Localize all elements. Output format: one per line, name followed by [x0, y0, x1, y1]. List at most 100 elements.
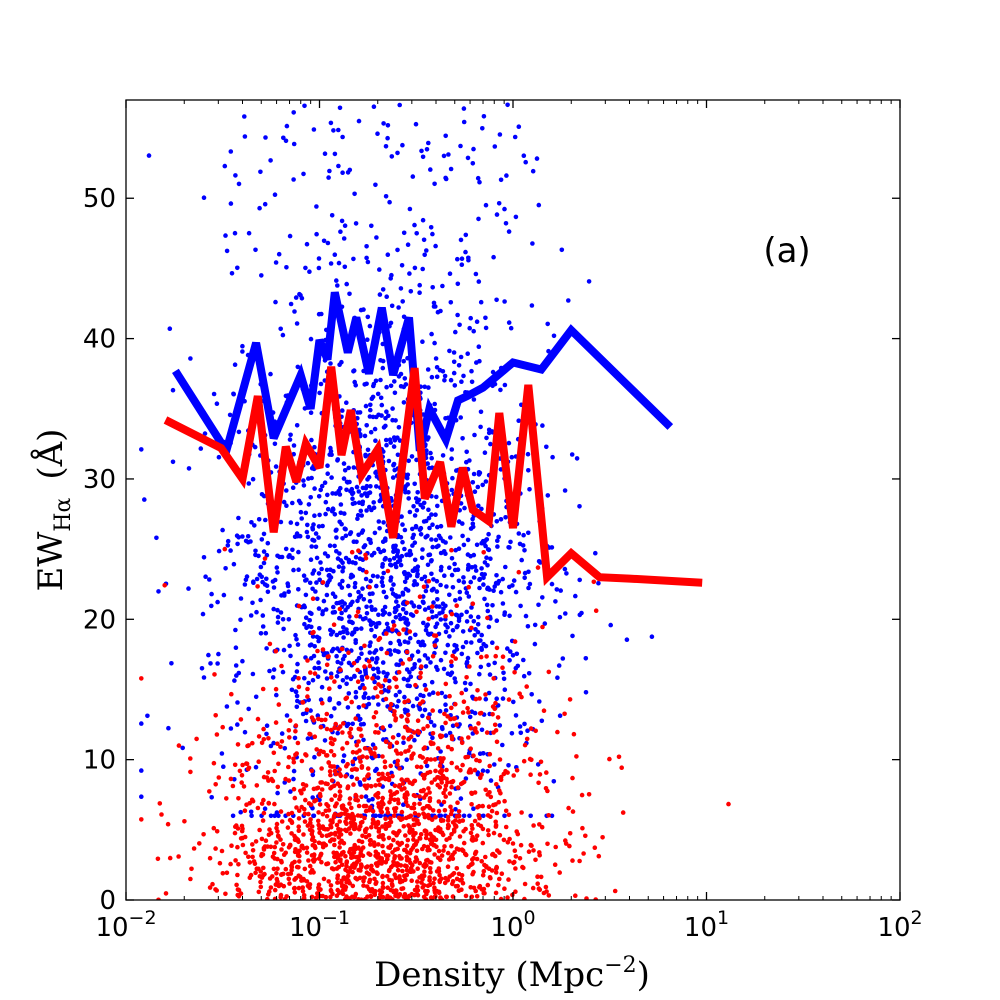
scatter-point: [354, 613, 359, 619]
scatter-point: [365, 783, 371, 788]
scatter-point: [438, 308, 443, 314]
scatter-point: [551, 333, 557, 339]
scatter-point: [288, 653, 293, 659]
scatter-point: [471, 869, 476, 875]
scatter-point: [411, 843, 417, 848]
scatter-point: [473, 568, 479, 573]
scatter-point: [486, 662, 491, 668]
scatter-point: [518, 603, 523, 609]
scatter-point: [275, 856, 280, 862]
scatter-point: [169, 661, 174, 666]
scatter-point: [412, 222, 417, 228]
scatter-point: [276, 702, 282, 707]
scatter-point: [250, 854, 255, 860]
scatter-point: [435, 667, 440, 673]
scatter-point: [188, 356, 193, 361]
scatter-point: [570, 775, 575, 781]
scatter-point: [401, 802, 406, 807]
scatter-point: [461, 699, 467, 704]
scatter-point: [574, 456, 580, 461]
scatter-point: [463, 852, 469, 858]
scatter-point: [339, 521, 344, 527]
scatter-point: [365, 259, 371, 265]
scatter-point: [357, 566, 363, 572]
scatter-point: [409, 454, 415, 459]
scatter-point: [508, 649, 513, 654]
scatter-point: [397, 102, 403, 108]
scatter-point: [186, 586, 191, 591]
scatter-point: [311, 538, 317, 543]
scatter-point: [311, 853, 317, 858]
scatter-point: [453, 598, 458, 603]
scatter-point: [364, 255, 369, 261]
scatter-point: [293, 689, 299, 694]
scatter-point: [402, 892, 408, 897]
scatter-point: [391, 837, 396, 843]
scatter-point: [463, 249, 468, 255]
scatter-point: [386, 835, 392, 841]
scatter-point: [364, 755, 370, 760]
scatter-point: [459, 690, 465, 696]
scatter-point: [421, 795, 427, 800]
scatter-point: [380, 287, 386, 292]
scatter-point: [449, 746, 455, 752]
scatter-point: [311, 629, 316, 635]
scatter-point: [563, 841, 569, 846]
scatter-point: [513, 589, 519, 595]
scatter-point: [392, 797, 397, 803]
scatter-point: [513, 214, 519, 220]
scatter-point: [286, 589, 292, 594]
scatter-point: [388, 706, 393, 711]
scatter-point: [356, 827, 362, 832]
scatter-point: [286, 778, 292, 783]
scatter-point: [510, 841, 516, 846]
scatter-point: [461, 840, 467, 846]
scatter-point: [415, 879, 420, 884]
scatter-point: [224, 704, 230, 709]
scatter-point: [308, 656, 314, 661]
scatter-point: [502, 813, 507, 819]
scatter-point: [433, 893, 438, 899]
scatter-point: [399, 714, 404, 719]
scatter-point: [477, 358, 482, 364]
scatter-point: [353, 689, 359, 695]
scatter-point: [471, 575, 477, 580]
scatter-point: [477, 671, 482, 677]
scatter-point: [240, 835, 245, 841]
scatter-point: [176, 854, 181, 859]
scatter-point: [397, 828, 402, 834]
scatter-point: [334, 653, 339, 659]
scatter-point: [353, 797, 358, 803]
scatter-point: [310, 634, 316, 639]
scatter-point: [323, 607, 329, 612]
scatter-point: [449, 760, 455, 766]
scatter-point: [367, 504, 372, 510]
scatter-point: [347, 614, 352, 619]
scatter-point: [227, 412, 233, 418]
scatter-point: [358, 847, 364, 853]
scatter-point: [316, 822, 322, 828]
scatter-point: [339, 878, 344, 884]
scatter-point: [236, 887, 242, 893]
scatter-point: [284, 503, 289, 509]
scatter-point: [449, 611, 455, 617]
scatter-point: [433, 512, 438, 517]
scatter-point: [362, 685, 367, 691]
scatter-point: [493, 653, 499, 659]
scatter-point: [512, 670, 517, 675]
scatter-point: [270, 675, 276, 680]
scatter-point: [356, 532, 361, 538]
scatter-point: [313, 544, 319, 550]
scatter-point: [407, 824, 413, 830]
scatter-point: [443, 720, 448, 726]
scatter-point: [400, 539, 405, 545]
scatter-point: [567, 831, 573, 836]
scatter-point: [349, 852, 354, 858]
scatter-point: [461, 106, 467, 111]
scatter-point: [393, 692, 399, 698]
scatter-point: [384, 739, 389, 744]
scatter-point: [407, 206, 413, 212]
scatter-point: [388, 789, 393, 794]
scatter-point: [476, 503, 481, 509]
scatter-point: [422, 653, 428, 658]
